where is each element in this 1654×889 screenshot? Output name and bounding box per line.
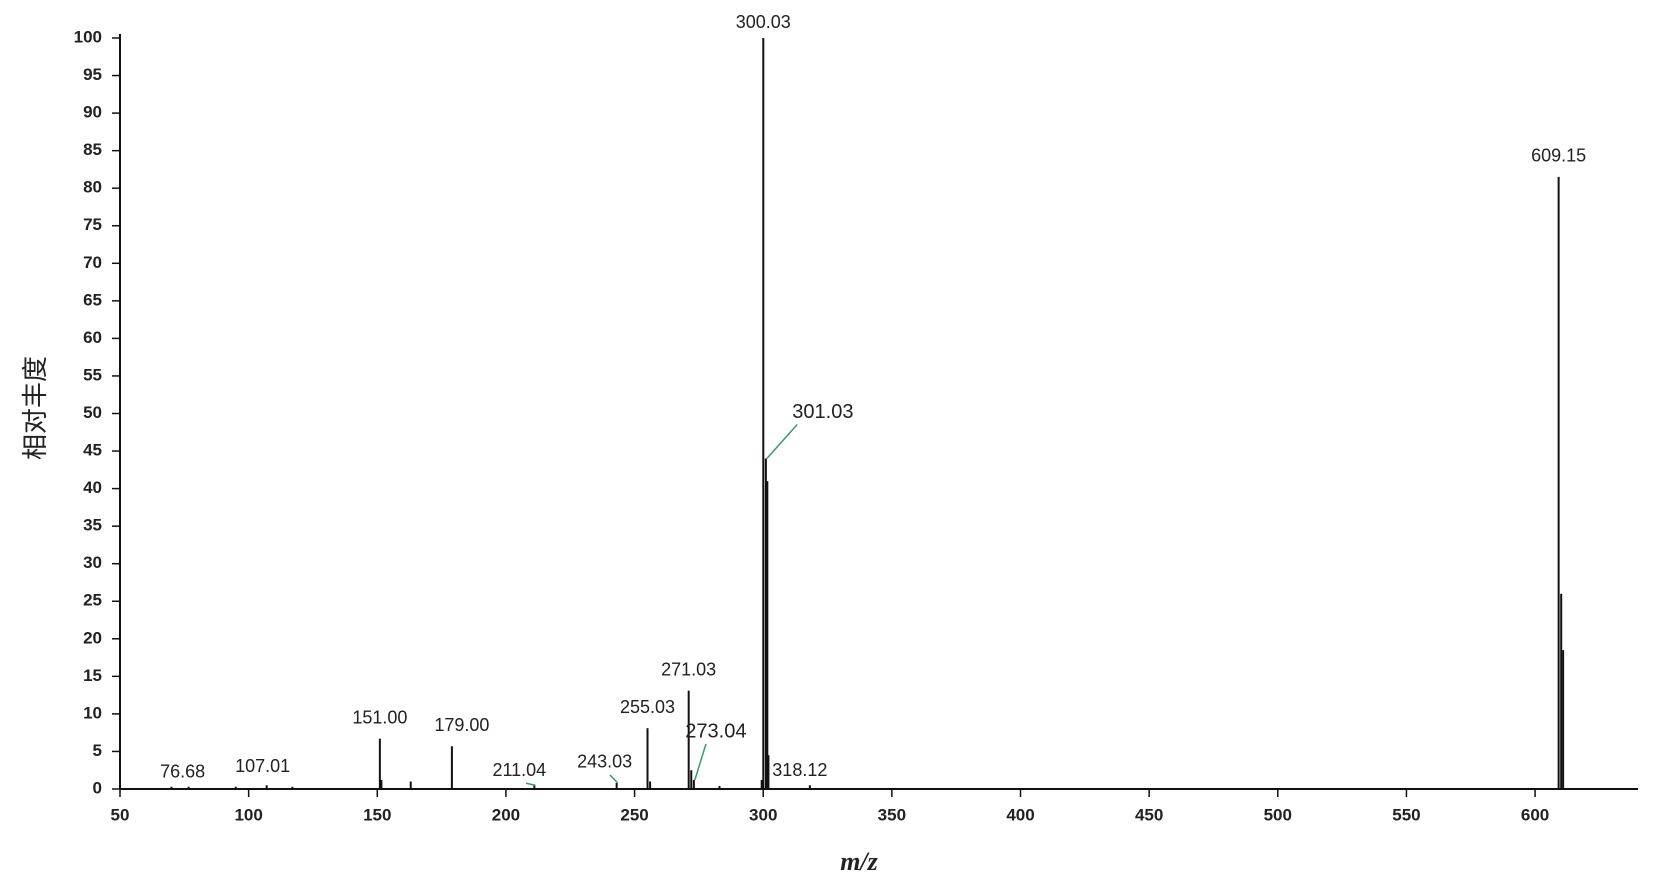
x-tick-label: 350: [878, 805, 906, 824]
peak-label: 301.03: [792, 401, 853, 423]
peak-label: 243.03: [577, 752, 632, 772]
y-tick-label: 85: [83, 140, 102, 159]
y-tick-label: 20: [83, 628, 102, 647]
leader-line: [525, 782, 536, 786]
x-tick-label: 100: [234, 805, 262, 824]
x-tick-label: 550: [1392, 805, 1420, 824]
leader-line: [766, 424, 798, 460]
leader-line: [694, 743, 707, 781]
peak-label: 273.04: [685, 720, 746, 742]
peak-label: 318.12: [772, 760, 827, 780]
y-tick-label: 50: [83, 403, 102, 422]
peak-label: 179.00: [434, 715, 489, 735]
y-tick-label: 10: [83, 703, 102, 722]
peak-label: 211.04: [492, 760, 546, 780]
y-tick-label: 15: [83, 666, 102, 685]
peak-label: 609.15: [1531, 146, 1586, 166]
y-tick-label: 95: [83, 65, 102, 84]
y-tick-label: 55: [83, 365, 102, 384]
y-tick-label: 100: [74, 27, 102, 46]
x-tick-label: 200: [492, 805, 520, 824]
x-tick-label: 400: [1006, 805, 1034, 824]
peak-label: 271.03: [661, 659, 716, 679]
y-tick-label: 30: [83, 553, 102, 572]
y-tick-label: 80: [83, 178, 102, 197]
y-tick-label: 75: [83, 215, 102, 234]
x-tick-label: 50: [111, 805, 130, 824]
leader-line: [609, 774, 619, 784]
peak-label: 255.03: [620, 697, 675, 717]
y-tick-label: 65: [83, 290, 102, 309]
y-tick-label: 5: [93, 741, 102, 760]
peak-label: 76.68: [160, 761, 205, 781]
y-axis-title: 相对丰度: [21, 356, 51, 460]
peak-label: 107.01: [235, 756, 290, 776]
y-tick-label: 70: [83, 253, 102, 272]
y-tick-label: 90: [83, 103, 102, 122]
x-tick-label: 150: [363, 805, 391, 824]
y-tick-label: 60: [83, 328, 102, 347]
y-tick-label: 35: [83, 516, 102, 535]
y-tick-label: 40: [83, 478, 102, 497]
y-tick-label: 45: [83, 441, 102, 460]
x-tick-label: 250: [620, 805, 648, 824]
y-tick-label: 0: [93, 778, 102, 797]
peak-label: 151.00: [352, 707, 407, 727]
y-tick-label: 25: [83, 591, 102, 610]
x-tick-label: 300: [749, 805, 777, 824]
x-tick-label: 450: [1135, 805, 1163, 824]
peak-label: 300.03: [736, 12, 791, 32]
x-tick-label: 600: [1521, 805, 1549, 824]
x-axis-title: m/z: [840, 847, 878, 876]
x-tick-label: 500: [1264, 805, 1292, 824]
